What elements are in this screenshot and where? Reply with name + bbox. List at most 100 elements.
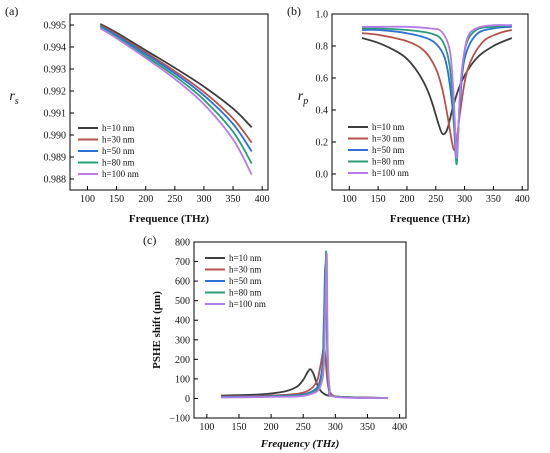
legend-label-c-2: h=50 nm	[229, 276, 261, 286]
x-tick-label-b: 400	[515, 194, 530, 205]
legend-label-b-1: h=30 nm	[372, 134, 404, 144]
y-tick-label-b: 0.0	[316, 170, 329, 181]
legend-c: h=10 nm h=30 nmh=50 nm h=80 nmh=100 nm	[205, 253, 266, 309]
series-lines-a	[99, 23, 253, 176]
legend-label-a-3: h=80 nm	[102, 158, 134, 168]
series-line-b-0	[361, 37, 513, 136]
x-tick-label-a: 300	[196, 194, 211, 205]
x-tick-label-b: 150	[371, 194, 386, 205]
y-tick-label-c: 100	[175, 374, 190, 385]
x-tick-label-c: 400	[392, 422, 407, 433]
x-tick-label-b: 200	[399, 194, 414, 205]
y-tick-label-c: 400	[175, 316, 190, 327]
x-tick-label-c: 350	[360, 422, 375, 433]
x-tick-label-b: 350	[486, 194, 501, 205]
legend-label-c-4: h=100 nm	[229, 299, 266, 309]
series-lines-c	[220, 250, 389, 399]
legend-b: h=10 nm h=30 nmh=50 nm h=80 nmh=100 nm	[348, 122, 409, 178]
series-line-a-1	[99, 24, 253, 144]
series-lines-b	[361, 24, 513, 166]
y-tick-label-b: 0.2	[316, 138, 329, 149]
legend-label-c-3: h=80 nm	[229, 288, 261, 298]
x-tick-label-b: 300	[457, 194, 472, 205]
panel-label-b: (b)	[287, 4, 301, 18]
y-tick-label-a: 0.995	[44, 21, 67, 32]
x-tick-label-c: 250	[296, 422, 311, 433]
series-line-a-4	[99, 27, 253, 176]
y-tick-label-c: 600	[175, 277, 190, 288]
y-tick-label-b: 0.4	[316, 106, 329, 117]
series-line-c-4	[220, 252, 389, 399]
legend-label-b-4: h=100 nm	[372, 168, 409, 178]
series-line-a-0	[99, 23, 253, 128]
axis-ticks-a: 100 150 200 250 300 350 400 0.988 0.989 0.990 0.99…	[44, 21, 270, 206]
plot-frame-c	[193, 241, 407, 419]
y-axis-label-a-sub: s	[15, 96, 19, 107]
y-axis-label-b: rp	[298, 89, 308, 107]
y-tick-label-c: 0	[185, 394, 190, 405]
plot-frame-a	[69, 13, 269, 191]
series-line-a-2	[99, 25, 253, 153]
legend-a: h=10 nm h=30 nmh=50 nm h=80 nmh=100 nm	[78, 123, 139, 179]
y-tick-label-c: 300	[175, 335, 190, 346]
plot-frame-b	[331, 13, 529, 191]
x-tick-label-a: 200	[138, 194, 153, 205]
y-tick-label-c: 500	[175, 296, 190, 307]
y-tick-label-b: 1.0	[316, 10, 329, 21]
y-tick-label-b: 0.8	[316, 42, 329, 53]
y-tick-label-a: 0.992	[44, 87, 67, 98]
x-tick-label-a: 150	[109, 194, 124, 205]
x-tick-label-c: 200	[264, 422, 279, 433]
chart-panel-a: (a) 100 150 200 250 300 350 400 0.988 0.989 0.990…	[5, 4, 270, 225]
x-axis-label-c: Frequency (THz)	[260, 438, 340, 450]
legend-label-b-3: h=80 nm	[372, 157, 404, 167]
legend-label-b-0: h=10 nm	[372, 122, 404, 132]
legend-label-b-2: h=50 nm	[372, 145, 404, 155]
y-axis-label-c: PSHE shift (μm)	[151, 291, 163, 369]
x-axis-label-a: Frequence (THz)	[129, 213, 209, 225]
x-tick-label-b: 100	[342, 194, 357, 205]
y-axis-label-b-main: r	[298, 89, 304, 104]
y-tick-label-a: 0.994	[44, 43, 67, 54]
legend-label-a-4: h=100 nm	[102, 169, 139, 179]
x-tick-label-a: 250	[167, 194, 182, 205]
series-line-a-3	[99, 26, 253, 165]
x-tick-label-c: 300	[328, 422, 343, 433]
legend-label-a-0: h=10 nm	[102, 123, 134, 133]
chart-panel-c: (c) 100 150 200 250 300 350 400 −100 0 100 200 300 4…	[143, 233, 407, 450]
x-tick-label-a: 100	[80, 194, 95, 205]
y-tick-label-a: 0.990	[44, 131, 67, 142]
series-line-b-4	[361, 24, 512, 159]
y-axis-label-a: rs	[9, 89, 18, 107]
x-tick-label-c: 150	[231, 422, 246, 433]
x-tick-label-a: 400	[255, 194, 270, 205]
y-tick-label-a: 0.989	[44, 153, 67, 164]
panel-label-c: (c)	[143, 233, 156, 247]
legend-label-a-2: h=50 nm	[102, 146, 134, 156]
y-axis-label-a-main: r	[9, 89, 15, 104]
x-tick-label-c: 100	[199, 422, 214, 433]
series-line-c-1	[220, 346, 389, 399]
y-tick-label-c: −100	[169, 414, 190, 425]
panel-label-a: (a)	[5, 4, 18, 18]
chart-panel-b: (b) 100 150 200 250 300 350 400 0.0 0.2 0.4 0.6 0.8…	[287, 4, 530, 225]
y-tick-label-a: 0.991	[44, 109, 67, 120]
y-tick-label-c: 800	[175, 238, 190, 249]
x-tick-label-a: 350	[226, 194, 241, 205]
y-axis-label-b-sub: p	[302, 96, 308, 107]
series-line-c-0	[220, 368, 389, 399]
legend-label-a-1: h=30 nm	[102, 135, 134, 145]
y-tick-label-b: 0.6	[316, 74, 329, 85]
axis-ticks-b: 100 150 200 250 300 350 400 0.0 0.2 0.4 0.6 0.8 1.0	[316, 10, 530, 206]
x-tick-label-b: 250	[428, 194, 443, 205]
y-tick-label-c: 200	[175, 355, 190, 366]
x-axis-label-b: Frequence (THz)	[390, 213, 470, 225]
axis-ticks-c: 100 150 200 250 300 350 400 −100 0 100 200 300 400 50…	[169, 238, 407, 434]
y-tick-label-c: 700	[175, 257, 190, 268]
legend-label-c-0: h=10 nm	[229, 253, 261, 263]
y-tick-label-a: 0.993	[44, 65, 67, 76]
series-line-b-1	[361, 29, 513, 151]
y-tick-label-a: 0.988	[44, 175, 67, 186]
legend-label-c-1: h=30 nm	[229, 265, 261, 275]
